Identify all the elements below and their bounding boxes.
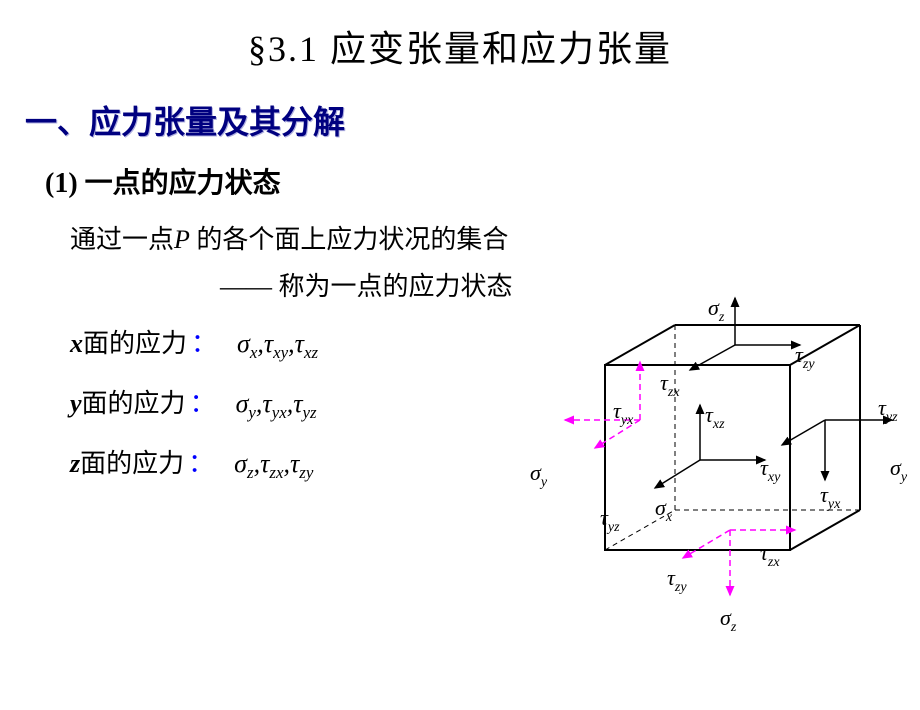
sigma-term: σy [236,389,256,423]
section-heading: 一、应力张量及其分解 [25,97,920,143]
tau-term-2: τxz [295,329,318,363]
tau-term-1: τzx [260,449,283,483]
label-tau-zx-bottom: τzx [760,540,780,570]
stress-cube-diagram: σz τzy τzx τxz τxy σx τyz σy τyx τyx σy … [520,290,920,680]
label-sigma-y-left: σy [530,460,548,490]
subheading: (1) 一点的应力状态 [45,161,920,201]
face-label-cn: 面的应力 [80,443,184,480]
intro-pre: 通过一点 [70,225,174,254]
face-var: z [70,449,80,479]
sigma-term: σz [234,449,253,483]
face-var: x [70,329,83,359]
face-label-cn: 面的应力 [82,383,186,420]
label-sigma-z-top: σz [708,295,725,325]
label-tau-yx-right: τyx [820,482,841,512]
face-var: y [70,389,82,419]
page-title: §3.1 应变张量和应力张量 [0,20,920,72]
colon: ： [190,383,216,420]
tau-term-1: τxy [264,329,288,363]
tau-term-1: τyx [262,389,286,423]
label-tau-zy-bottom: τzy [667,565,687,595]
intro-P: P [174,225,190,254]
label-sigma-y-right: σy [890,455,908,485]
tau-term-2: τzy [290,449,313,483]
label-sigma-z-bottom: σz [720,605,737,635]
label-tau-xz: τxz [705,402,725,432]
colon: ： [191,323,217,360]
intro-line-1: 通过一点P 的各个面上应力状况的集合 [70,219,920,256]
tau-term-2: τyz [293,389,316,423]
sigma-term: σx [237,329,257,363]
intro-post: 的各个面上应力状况的集合 [190,225,509,254]
label-tau-zx: τzx [660,370,680,400]
face-label-cn: 面的应力 [83,323,187,360]
label-tau-yx-left: τyx [613,398,634,428]
label-sigma-x: σx [655,495,673,525]
label-tau-yz-left: τyz [600,505,620,535]
colon: ： [188,443,214,480]
label-tau-zy: τzy [795,342,815,372]
label-tau-xy: τxy [760,455,781,485]
